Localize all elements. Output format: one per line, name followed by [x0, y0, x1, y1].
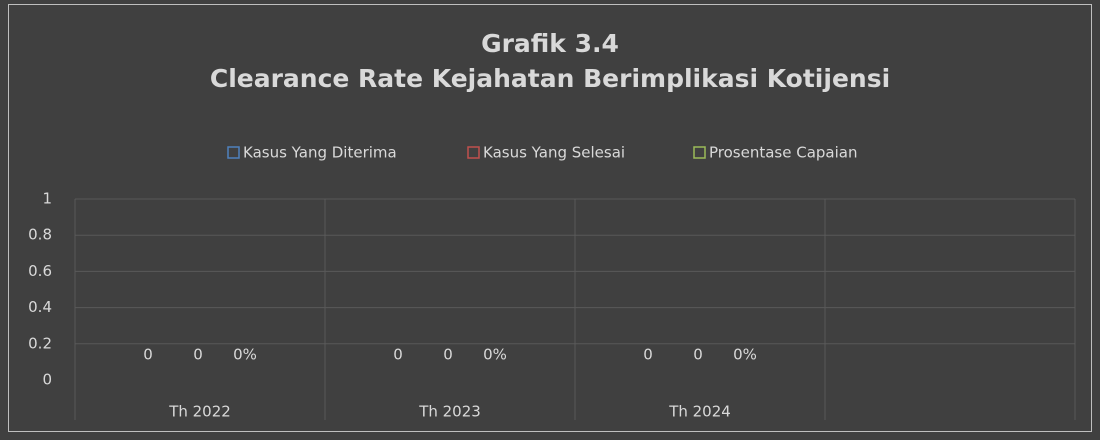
legend-swatch — [227, 146, 240, 159]
y-tick-label: 0.2 — [28, 334, 52, 352]
chart-area — [8, 4, 1092, 432]
legend-label: Kasus Yang Diterima — [243, 144, 397, 162]
data-label: 0 — [693, 346, 703, 364]
y-tick-label: 1 — [42, 190, 52, 208]
data-label: 0 — [643, 346, 653, 364]
x-tick-label: Th 2022 — [168, 403, 231, 421]
legend-swatch — [467, 146, 480, 159]
data-label: 0 — [143, 346, 153, 364]
legend-swatch — [693, 146, 706, 159]
y-tick-label: 0.4 — [28, 298, 52, 316]
legend-label: Kasus Yang Selesai — [483, 144, 625, 162]
y-tick-label: 0.6 — [28, 262, 52, 280]
x-tick-label: Th 2023 — [418, 403, 481, 421]
data-label: 0% — [733, 346, 757, 364]
data-label: 0 — [393, 346, 403, 364]
data-label: 0% — [483, 346, 507, 364]
y-tick-label: 0.8 — [28, 226, 52, 244]
y-tick-label: 0 — [42, 371, 52, 389]
data-label: 0 — [443, 346, 453, 364]
x-tick-label: Th 2024 — [668, 403, 731, 421]
data-label: 0 — [193, 346, 203, 364]
data-label: 0% — [233, 346, 257, 364]
chart-title: Clearance Rate Kejahatan Berimplikasi Ko… — [210, 64, 890, 93]
legend-label: Prosentase Capaian — [709, 144, 857, 162]
chart-title: Grafik 3.4 — [481, 29, 619, 58]
